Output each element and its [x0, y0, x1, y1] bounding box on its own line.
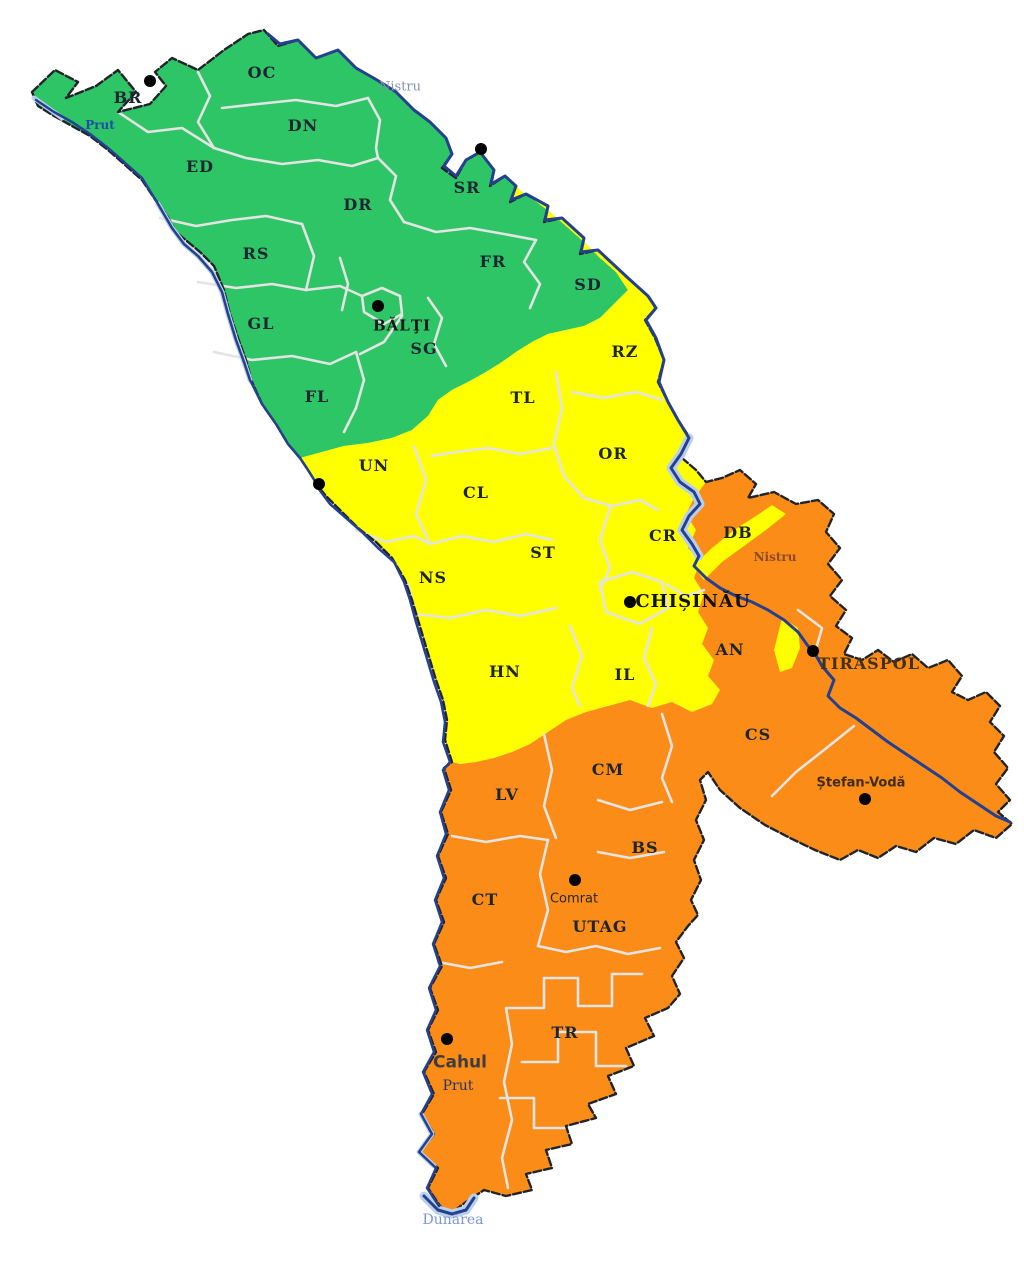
- prut-river-south: [316, 486, 452, 1208]
- rivers: [31, 32, 1012, 1219]
- nistru-river: [266, 32, 1012, 824]
- river-lines: [34, 32, 1012, 1216]
- district-borders: [116, 70, 856, 1190]
- zone-north-shape: [32, 30, 628, 458]
- district-db-sliver: [693, 505, 786, 580]
- zone-center-shape: [300, 186, 720, 764]
- yellow-enclave-near-tiraspol: [774, 618, 800, 672]
- dunarea-river: [422, 1194, 476, 1216]
- zone-south-shape: [420, 470, 1012, 1214]
- prut-river-north: [34, 98, 320, 488]
